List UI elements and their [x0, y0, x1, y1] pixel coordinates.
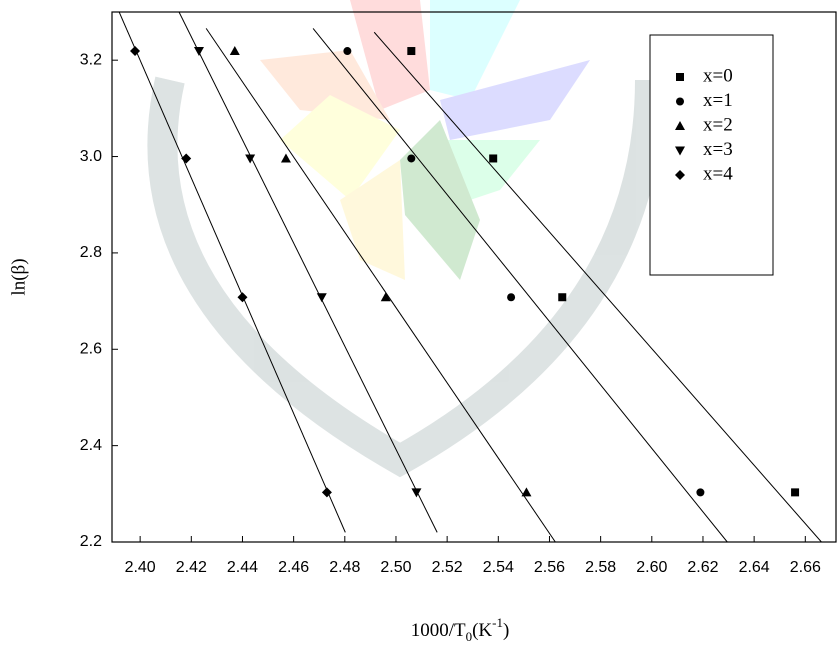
x-tick-label: 2.42	[176, 559, 207, 576]
y-axis-label: ln(β)	[8, 258, 29, 295]
x-label-sub: 0	[466, 629, 473, 644]
fit-line	[118, 12, 346, 533]
legend-label: x=1	[703, 90, 733, 111]
legend-box	[649, 34, 774, 276]
legend-label: x=4	[703, 163, 733, 184]
point	[316, 293, 327, 303]
legend-marker	[676, 73, 684, 81]
x-tick-label: 2.52	[432, 559, 463, 576]
point	[245, 154, 256, 164]
x-axis-label: 1000/T0(K-1)	[411, 615, 510, 644]
point	[130, 46, 141, 57]
point	[237, 292, 248, 303]
y-tick-label: 2.4	[80, 437, 102, 454]
x-tick-label: 2.58	[585, 559, 616, 576]
y-tick-label: 2.6	[80, 340, 102, 357]
legend-label: x=2	[703, 114, 733, 135]
y-tick-label: 2.2	[80, 533, 102, 550]
point	[407, 154, 416, 163]
x-tick-label: 2.46	[278, 559, 309, 576]
x-tick-label: 2.50	[380, 559, 411, 576]
y-tick-label: 3.0	[80, 148, 102, 165]
x-tick-label: 2.56	[534, 559, 565, 576]
point	[193, 47, 204, 57]
x-tick-label: 2.54	[483, 559, 514, 576]
point	[407, 47, 416, 56]
fit-line	[373, 31, 822, 542]
x-tick-label: 2.40	[125, 559, 156, 576]
plot-frame	[111, 11, 837, 543]
point	[696, 488, 705, 497]
point	[521, 487, 532, 497]
legend-marker	[675, 121, 685, 130]
legend-marker	[676, 97, 684, 106]
point	[343, 47, 352, 56]
x-tick-label: 2.64	[739, 559, 770, 576]
legend-label: x=0	[703, 65, 733, 86]
point	[411, 488, 422, 498]
fit-line	[205, 28, 556, 542]
legend: x=0 x=1 x=2 x=3 x=4	[649, 34, 774, 276]
watermark	[147, 0, 665, 478]
point	[558, 293, 567, 302]
plot-area	[111, 11, 837, 543]
x-tick-label: 2.60	[636, 559, 667, 576]
x-label-part: 1000/T	[411, 620, 466, 641]
legend-marker	[675, 146, 685, 156]
legend-label: x=3	[703, 139, 733, 160]
legend-marker	[675, 170, 685, 180]
point	[380, 292, 391, 302]
point	[181, 153, 192, 164]
point	[280, 153, 291, 163]
point	[791, 488, 800, 497]
x-label-sup: -1	[492, 615, 503, 630]
x-tick-label: 2.44	[227, 559, 258, 576]
x-tick-label: 2.66	[790, 559, 821, 576]
point	[489, 154, 498, 163]
x-label-part: )	[503, 620, 509, 641]
fit-line	[178, 12, 438, 533]
point	[321, 487, 332, 498]
y-tick-label: 2.8	[80, 244, 102, 261]
x-tick-label: 2.62	[687, 559, 718, 576]
point	[507, 293, 516, 302]
point	[229, 46, 240, 56]
fit-line	[312, 28, 728, 542]
y-tick-label: 3.2	[80, 51, 102, 68]
x-label-part: (K	[472, 620, 492, 641]
x-tick-label: 2.48	[329, 559, 360, 576]
